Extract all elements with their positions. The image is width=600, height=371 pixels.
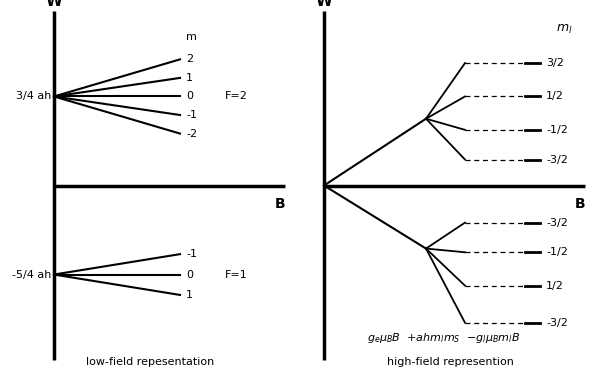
Text: -1/2: -1/2 — [546, 247, 568, 257]
Text: low-field repesentation: low-field repesentation — [86, 357, 214, 367]
Text: 1/2: 1/2 — [546, 281, 564, 290]
Text: B: B — [574, 197, 585, 211]
Text: -1: -1 — [186, 110, 197, 120]
Text: 3/4 ah: 3/4 ah — [16, 92, 51, 101]
Text: -5/4 ah: -5/4 ah — [11, 270, 51, 279]
Text: -1/2: -1/2 — [546, 125, 568, 135]
Text: -3/2: -3/2 — [546, 218, 568, 227]
Text: high-field represention: high-field represention — [386, 357, 514, 367]
Text: -3/2: -3/2 — [546, 155, 568, 164]
Text: $m_l$: $m_l$ — [556, 23, 572, 36]
Text: 1/2: 1/2 — [546, 92, 564, 101]
Text: 2: 2 — [186, 55, 193, 64]
Text: W: W — [46, 0, 62, 9]
Text: -1: -1 — [186, 249, 197, 259]
Text: -3/2: -3/2 — [546, 318, 568, 328]
Text: 3/2: 3/2 — [546, 58, 564, 68]
Text: m: m — [186, 32, 197, 42]
Text: 1: 1 — [186, 290, 193, 300]
Text: F=2: F=2 — [225, 92, 248, 101]
Text: $g_e\mu_B B$  $+ahm_lm_S$  $-g_l\mu_B m_lB$: $g_e\mu_B B$ $+ahm_lm_S$ $-g_l\mu_B m_lB… — [367, 331, 521, 345]
Text: B: B — [274, 197, 285, 211]
Text: 0: 0 — [186, 270, 193, 279]
Text: W: W — [316, 0, 332, 9]
Text: 1: 1 — [186, 73, 193, 83]
Text: 0: 0 — [186, 92, 193, 101]
Text: -2: -2 — [186, 129, 197, 138]
Text: F=1: F=1 — [225, 270, 248, 279]
